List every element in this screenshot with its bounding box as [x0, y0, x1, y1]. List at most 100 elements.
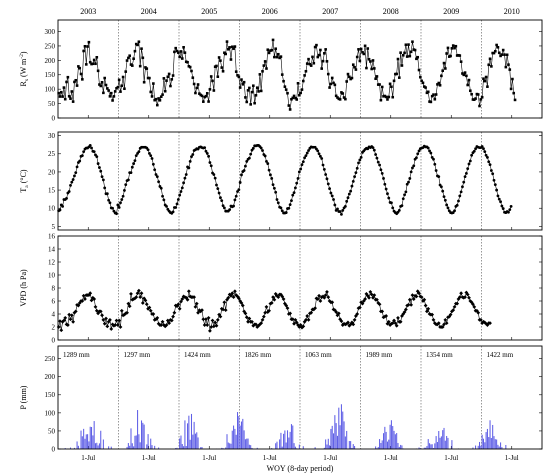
data-point	[466, 83, 469, 87]
precip-bar	[392, 426, 394, 449]
data-point	[156, 321, 161, 326]
data-point	[225, 40, 229, 43]
data-point	[471, 302, 475, 307]
precip-bar	[151, 445, 153, 449]
data-point	[483, 150, 487, 154]
data-point	[149, 154, 153, 157]
data-point	[305, 151, 309, 155]
data-point	[167, 321, 172, 325]
precip-bar	[442, 430, 444, 449]
data-point	[222, 300, 227, 305]
precip-bar	[396, 433, 398, 449]
data-point	[232, 47, 235, 50]
data-point	[272, 186, 276, 190]
precip-bar	[73, 447, 75, 449]
data-point	[283, 85, 287, 88]
data-point	[222, 206, 226, 210]
data-point	[419, 295, 424, 299]
y-tick-label: 150	[45, 391, 56, 399]
data-point	[409, 50, 413, 54]
precip-bar	[243, 430, 245, 449]
data-point	[317, 53, 321, 57]
data-point	[412, 48, 416, 51]
precip-bar	[197, 437, 199, 449]
data-point	[101, 317, 106, 322]
data-point	[65, 80, 68, 84]
precip-bar	[280, 432, 282, 449]
data-point	[198, 92, 201, 95]
precip-bar	[314, 447, 316, 449]
year-label-2010: 2010	[504, 7, 520, 16]
data-point	[180, 297, 185, 301]
data-point	[73, 80, 76, 84]
precip-bar	[493, 436, 495, 449]
data-point	[316, 149, 320, 153]
data-point	[401, 312, 406, 316]
data-point	[62, 318, 66, 323]
data-point	[270, 48, 274, 52]
data-point	[262, 64, 266, 67]
data-point	[402, 310, 407, 314]
precip-bar	[97, 445, 99, 449]
data-point	[383, 182, 387, 186]
data-point	[351, 63, 355, 67]
precip-bar	[496, 439, 498, 449]
data-point	[221, 69, 225, 73]
data-point	[245, 160, 249, 163]
data-point	[175, 49, 179, 53]
data-point	[440, 325, 445, 329]
data-point	[396, 57, 400, 61]
data-point	[223, 308, 228, 312]
data-point	[393, 321, 398, 325]
data-point	[69, 97, 72, 100]
data-point	[290, 199, 293, 203]
data-point	[349, 189, 353, 193]
data-point	[509, 87, 513, 91]
data-point	[148, 76, 151, 80]
precip-bar	[256, 447, 258, 449]
data-point	[144, 66, 147, 69]
data-point	[442, 322, 446, 327]
data-point	[279, 55, 283, 58]
data-point	[160, 319, 165, 324]
precip-bar	[436, 442, 438, 449]
data-point	[495, 188, 499, 192]
data-point	[127, 304, 132, 309]
data-point	[304, 317, 308, 322]
data-point	[444, 67, 447, 70]
data-point	[108, 95, 112, 98]
data-point	[329, 82, 333, 86]
data-point	[371, 59, 375, 62]
data-point	[179, 190, 183, 193]
y-tick-label: 10	[48, 271, 56, 279]
data-point	[58, 208, 62, 212]
precip-bar	[342, 411, 344, 449]
data-point	[429, 151, 433, 155]
precip-bar	[427, 439, 429, 449]
data-point	[401, 53, 405, 57]
data-point	[159, 323, 164, 327]
data-point	[208, 329, 212, 333]
data-point	[416, 55, 420, 59]
data-point	[390, 201, 393, 205]
data-point	[414, 156, 418, 160]
precip-bar	[384, 426, 386, 449]
precip-bar	[93, 421, 95, 449]
data-point	[119, 201, 122, 205]
data-point	[470, 153, 474, 157]
year-label-2003: 2003	[80, 7, 96, 16]
data-point	[355, 166, 359, 170]
precip-bar	[292, 425, 294, 449]
data-point	[138, 64, 142, 68]
annual-total-2009: 1354 mm	[426, 351, 453, 359]
data-point	[280, 294, 285, 299]
data-point	[330, 76, 334, 80]
data-point	[141, 56, 145, 60]
data-point	[104, 83, 108, 87]
data-point	[158, 99, 162, 102]
data-point	[296, 177, 300, 180]
data-point	[472, 98, 476, 101]
data-point	[280, 73, 284, 76]
data-point	[326, 72, 330, 76]
data-point	[315, 43, 318, 47]
